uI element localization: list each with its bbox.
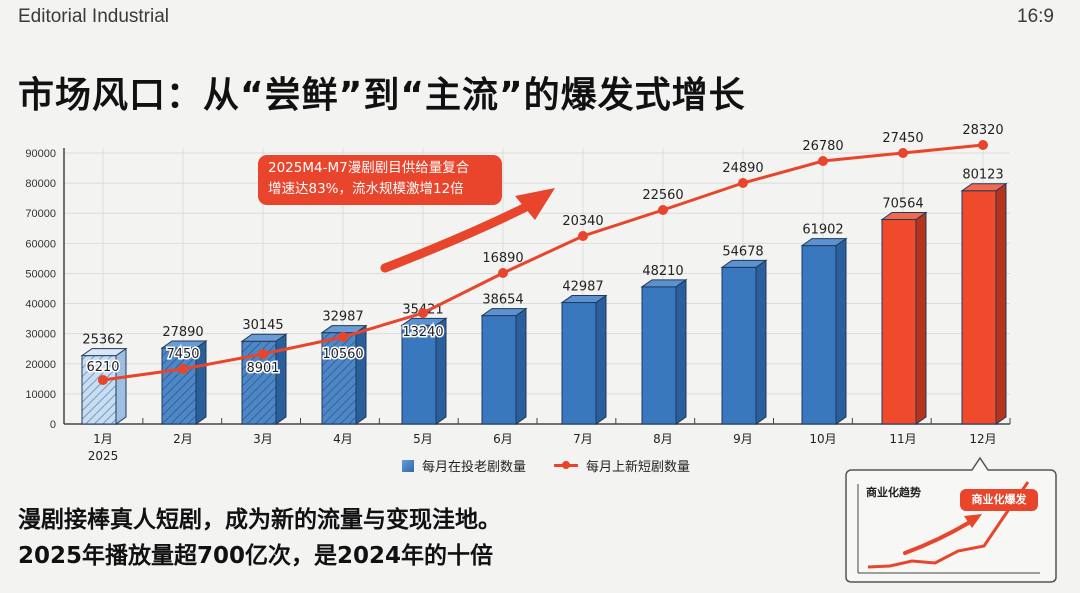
growth-callout: 2025M4-M7漫剧剧目供给量复合 增速达83%，流水规模激增12倍 xyxy=(258,155,502,205)
bar: 42987 xyxy=(560,280,608,425)
y-tick-label: 20000 xyxy=(25,359,56,371)
line-value-label: 16890 xyxy=(482,251,523,266)
inset-trend-line xyxy=(867,481,1030,569)
x-axis: 1月 2025 2月 3月 4月 5月 6月 7月 8月 9月 10月 11月 12月 xyxy=(88,432,997,463)
y-axis: 0 10000 20000 30000 40000 50000 60000 70000 8000… xyxy=(25,148,56,431)
chart-legend: 每月在投老剧数量 每月上新短剧数量 xyxy=(402,456,690,475)
y-tick-label: 70000 xyxy=(25,208,56,220)
x-tick-label: 3月 xyxy=(253,432,273,446)
x-tick-label: 7月 xyxy=(573,432,593,446)
x-tick-label: 8月 xyxy=(653,432,673,446)
x-tick-label: 1月 xyxy=(93,432,113,446)
bar-value-label: 38654 xyxy=(482,293,523,308)
bar: 25362 xyxy=(80,333,128,425)
bar-value-label: 70564 xyxy=(882,197,923,212)
line-point xyxy=(258,349,268,359)
line-value-label: 27450 xyxy=(882,131,923,146)
legend-bars-label: 每月在投老剧数量 xyxy=(422,460,527,475)
line-swatch-icon xyxy=(554,461,579,469)
bar-value-label: 61902 xyxy=(802,223,843,238)
bar: 61902 xyxy=(800,223,848,425)
aspect-ratio-label: 16:9 xyxy=(1017,6,1054,27)
bar-value-label: 27890 xyxy=(162,325,203,340)
bar-value-label: 30145 xyxy=(242,318,283,333)
bar-value-label: 48210 xyxy=(642,264,683,279)
line-point xyxy=(898,148,908,158)
line-value-label: 28320 xyxy=(962,123,1003,138)
summary-line-1: 漫剧接棒真人短剧，成为新的流量与变现洼地。 xyxy=(18,507,501,533)
bar: 35421 xyxy=(400,302,448,425)
inset-arrow-icon xyxy=(903,520,972,555)
line-value-label: 6210 xyxy=(86,360,119,375)
x-tick-label: 10月 xyxy=(809,432,836,446)
line-series: 6210 7450 8901 10560 13240 16890 20340 22560 248… xyxy=(85,123,1004,385)
y-tick-label: 0 xyxy=(50,419,56,431)
line-point xyxy=(178,364,188,374)
line-value-label: 22560 xyxy=(642,188,683,203)
bar: 48210 xyxy=(640,264,688,425)
bars: 25362 27890 30145 32987 35421 38654 42987 48210… xyxy=(80,168,1008,425)
y-tick-label: 50000 xyxy=(25,268,56,280)
y-tick-label: 90000 xyxy=(25,148,56,160)
bar-value-label: 42987 xyxy=(562,280,603,295)
line-point xyxy=(418,308,428,318)
line-value-label: 10560 xyxy=(322,347,363,362)
line-point xyxy=(98,375,108,385)
y-tick-label: 10000 xyxy=(25,389,56,401)
bar: 32987 xyxy=(320,310,368,425)
bar: 80123 xyxy=(960,168,1008,425)
x-tick-label: 2月 xyxy=(173,432,193,446)
x-tick-label: 11月 xyxy=(889,432,916,446)
y-tick-label: 40000 xyxy=(25,299,56,311)
y-tick-label: 30000 xyxy=(25,329,56,341)
x-tick-label: 5月 xyxy=(413,432,433,446)
line-point xyxy=(658,205,668,215)
line-value-label: 20340 xyxy=(562,214,603,229)
line-value-label: 7450 xyxy=(166,347,199,362)
legend-line-label: 每月上新短剧数量 xyxy=(586,460,691,475)
line-value-label: 24890 xyxy=(722,161,763,176)
line-point xyxy=(818,156,828,166)
x-tick-label: 9月 xyxy=(733,432,753,446)
bar: 27890 xyxy=(160,325,208,425)
growth-arrow-icon xyxy=(380,188,555,273)
brand-label: Editorial Industrial xyxy=(18,6,170,27)
callout-line-1: 2025M4-M7漫剧剧目供给量复合 xyxy=(268,160,470,176)
x-tick-label: 12月 xyxy=(969,432,996,446)
line-point xyxy=(738,178,748,188)
inset-badge: 商业化爆发 xyxy=(960,489,1038,511)
bar: 54678 xyxy=(720,244,768,425)
bar-value-label: 80123 xyxy=(962,168,1003,183)
x-tick-label: 6月 xyxy=(493,432,513,446)
inset-title: 商业化趋势 xyxy=(866,486,921,499)
bar-swatch-icon xyxy=(402,459,414,472)
x-tick-label: 2025 xyxy=(88,449,119,463)
line-value-label: 26780 xyxy=(802,139,843,154)
line-value-label: 13240 xyxy=(402,325,443,340)
y-tick-label: 60000 xyxy=(25,238,56,250)
line-point xyxy=(578,231,588,241)
inset-panel xyxy=(845,456,1057,583)
x-tick-label: 4月 xyxy=(333,432,353,446)
page-title: 市场风口：从“尝鲜”到“主流”的爆发式增长 xyxy=(18,75,746,116)
line-point xyxy=(338,332,348,342)
summary-text: 漫剧接棒真人短剧，成为新的流量与变现洼地。 2025年播放量超700亿次，是20… xyxy=(18,502,501,574)
line-value-label: 8901 xyxy=(246,361,279,376)
bar-value-label: 25362 xyxy=(82,333,123,348)
bar: 70564 xyxy=(880,197,928,425)
bar-value-label: 54678 xyxy=(722,244,763,259)
line-point xyxy=(498,268,508,278)
summary-line-2: 2025年播放量超700亿次，是2024年的十倍 xyxy=(18,543,494,569)
bar: 38654 xyxy=(480,293,528,425)
callout-line-2: 增速达83%，流水规模激增12倍 xyxy=(268,181,464,197)
line-point xyxy=(978,140,988,150)
y-tick-label: 80000 xyxy=(25,178,56,190)
bar: 30145 xyxy=(240,318,288,425)
bar-value-label: 32987 xyxy=(322,310,363,325)
